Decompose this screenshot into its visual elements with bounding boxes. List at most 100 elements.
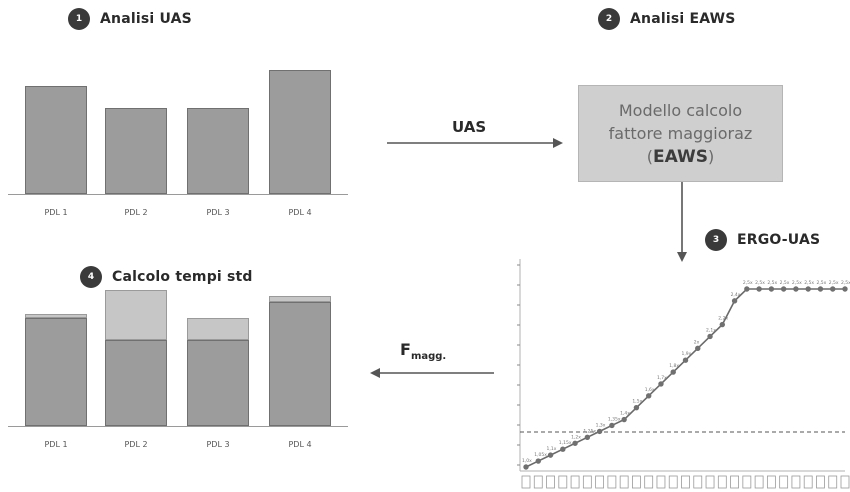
- x-tick-cell: [533, 475, 543, 489]
- ergo-point: [633, 404, 640, 411]
- ergo-point: [842, 286, 848, 292]
- ergo-point: [670, 369, 676, 375]
- bar: [105, 108, 167, 194]
- uas-arrow: [387, 138, 563, 148]
- std-times-chart: PDL 1 PDL 2 PDL 3 PDL 4: [8, 290, 348, 462]
- bar: [187, 108, 249, 194]
- step-2-title: Analisi EAWS: [630, 11, 736, 27]
- bar-label: PDL 1: [44, 440, 68, 449]
- bar-increment: [269, 296, 331, 302]
- step-4-badge: 4: [80, 266, 102, 288]
- x-tick-cell: [779, 475, 789, 489]
- x-tick-cell: [644, 475, 654, 489]
- ergo-point-label: 2,5x: [767, 280, 777, 286]
- step-3-title: ERGO-UAS: [737, 232, 821, 248]
- step-2-header: 2 Analisi EAWS: [598, 8, 736, 30]
- x-tick-cell: [754, 475, 764, 489]
- x-tick-cell: [558, 475, 568, 489]
- bar-label: PDL 2: [124, 208, 148, 217]
- ergo-point: [695, 345, 701, 352]
- x-tick-cell: [521, 475, 531, 489]
- x-tick-cell: [693, 475, 703, 489]
- x-tick-cell: [619, 475, 629, 489]
- eaws-box-line-2: fattore maggioraz: [608, 123, 753, 143]
- x-tick-cell: [582, 475, 592, 489]
- x-tick-cell: [816, 475, 825, 489]
- ergo-point-label: 2,5x: [829, 280, 839, 286]
- ergo-point: [584, 434, 591, 441]
- ergo-point: [658, 381, 664, 387]
- ergo-point: [560, 446, 566, 452]
- x-tick-cell: [607, 475, 617, 489]
- ergo-point: [523, 464, 529, 470]
- ergo-point: [805, 286, 811, 292]
- ergo-point-label: 2x: [694, 339, 700, 345]
- ergo-point: [768, 286, 775, 292]
- ergo-curve: [525, 288, 845, 468]
- bar-label: PDL 2: [124, 440, 148, 449]
- x-tick-cell: [791, 475, 801, 489]
- ergo-point: [830, 286, 836, 292]
- ergo-uas-chart: 1,0x1,05x1,1x1,15x1,2x1,25x1,3x1,35x1,4x…: [517, 259, 850, 489]
- ergo-point: [707, 333, 713, 340]
- x-tick-cell: [546, 475, 555, 489]
- ergo-point-label: 1,6x: [645, 387, 655, 393]
- ergo-point-label: 1,15x: [559, 440, 572, 446]
- step-4-title: Calcolo tempi std: [112, 269, 253, 285]
- bar-increment: [187, 318, 249, 340]
- ergo-point: [817, 286, 824, 292]
- x-tick-cell: [730, 475, 739, 489]
- ergo-point-label: 2,5x: [841, 280, 850, 286]
- eaws-box-line-3: (EAWS): [646, 146, 715, 167]
- uas-bar-chart: PDL 1 PDL 2 PDL 3 PDL 4: [8, 60, 348, 225]
- eaws-box-line-1: Modello calcolo: [618, 100, 743, 120]
- x-tick-cell: [766, 475, 776, 489]
- ergo-point: [645, 393, 652, 399]
- ergo-point: [621, 416, 627, 423]
- ergo-point-label: 2,5x: [804, 280, 814, 286]
- step-4-header: 4 Calcolo tempi std: [80, 266, 253, 288]
- ergo-point-label: 1,7x: [657, 375, 667, 381]
- ergo-point-label: 2,2x: [718, 316, 728, 322]
- bar-label: PDL 3: [206, 440, 230, 449]
- ergo-point-label: 2,5x: [816, 280, 826, 286]
- x-tick-cell: [570, 475, 580, 489]
- ergo-point: [596, 428, 603, 435]
- ergo-point-label: 1,35x: [608, 416, 621, 422]
- x-tick-cell: [717, 475, 727, 489]
- ergo-point: [756, 286, 762, 292]
- bar: [269, 70, 331, 194]
- x-tick-cell: [705, 475, 715, 489]
- bar: [25, 86, 87, 194]
- fmagg-arrow: [370, 368, 494, 378]
- ergo-point-label: 1,9x: [682, 351, 692, 357]
- x-tick-cell: [656, 475, 666, 489]
- ergo-point-label: 1,4x: [620, 411, 630, 417]
- bar: [187, 340, 249, 426]
- ergo-point-label: 2,5x: [743, 280, 753, 286]
- x-tick-cell: [668, 475, 678, 489]
- ergo-point: [744, 286, 750, 292]
- eaws-box-acronym: EAWS: [652, 146, 708, 167]
- chart-baseline: [8, 426, 348, 427]
- ergo-point: [547, 452, 554, 458]
- ergo-point: [682, 357, 689, 363]
- ergo-point-label: 1,25x: [583, 428, 596, 434]
- x-tick-cell: [632, 475, 641, 489]
- ergo-point-label: 1,5x: [632, 399, 642, 405]
- x-tick-cell: [681, 475, 690, 489]
- step-2-badge: 2: [598, 8, 620, 30]
- step-1-badge: 1: [68, 8, 90, 30]
- x-tick-cell: [595, 475, 605, 489]
- bar: [105, 340, 167, 426]
- ergo-point-label: 2,5x: [755, 280, 765, 286]
- step-3-header: 3 ERGO-UAS: [705, 229, 820, 251]
- ergo-point-label: 1,3x: [596, 422, 606, 428]
- ergo-point-label: 2,5x: [780, 280, 790, 286]
- ergo-point-label: 2,5x: [792, 280, 802, 286]
- eaws-model-box: Modello calcolo fattore maggioraz (EAWS): [578, 85, 783, 182]
- ergo-point: [572, 440, 578, 446]
- ergo-point-label: 1,2x: [571, 434, 581, 440]
- ergo-point: [719, 321, 726, 328]
- ergo-point: [780, 286, 787, 292]
